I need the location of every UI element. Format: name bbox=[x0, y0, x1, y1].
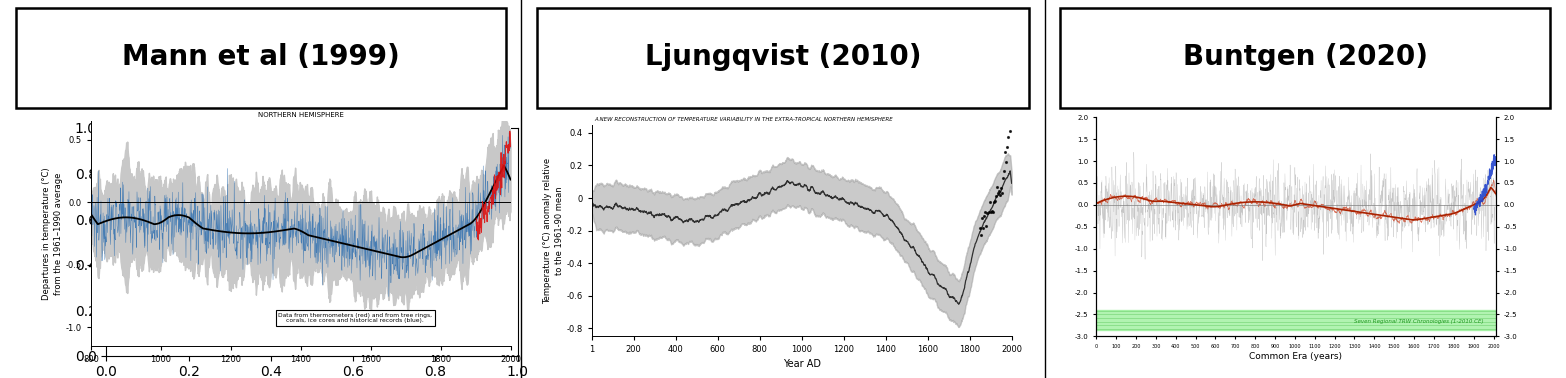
FancyBboxPatch shape bbox=[537, 8, 1029, 108]
Text: A NEW RECONSTRUCTION OF TEMPERATURE VARIABILITY IN THE EXTRA-TROPICAL NORTHERN H: A NEW RECONSTRUCTION OF TEMPERATURE VARI… bbox=[594, 116, 893, 122]
Text: Ljungqvist (2010): Ljungqvist (2010) bbox=[645, 43, 921, 71]
Text: Seven Regional TRW Chronologies (1-2010 CE): Seven Regional TRW Chronologies (1-2010 … bbox=[1355, 319, 1483, 324]
X-axis label: Year AD: Year AD bbox=[783, 359, 821, 369]
FancyBboxPatch shape bbox=[1060, 8, 1550, 108]
Text: Data from thermometers (red) and from tree rings,
corals, ice cores and historic: Data from thermometers (red) and from tr… bbox=[279, 313, 432, 324]
Text: NORTHERN HEMISPHERE: NORTHERN HEMISPHERE bbox=[258, 112, 343, 118]
Y-axis label: Temperature (°C) anomaly relative
to the 1961-90 mean: Temperature (°C) anomaly relative to the… bbox=[543, 158, 564, 304]
X-axis label: Common Era (years): Common Era (years) bbox=[1250, 352, 1342, 361]
Text: Mann et al (1999): Mann et al (1999) bbox=[122, 43, 399, 71]
Text: Buntgen (2020): Buntgen (2020) bbox=[1182, 43, 1428, 71]
Y-axis label: Departures in temperature (°C)
from the 1961–1990 average: Departures in temperature (°C) from the … bbox=[42, 167, 63, 300]
FancyBboxPatch shape bbox=[16, 8, 506, 108]
